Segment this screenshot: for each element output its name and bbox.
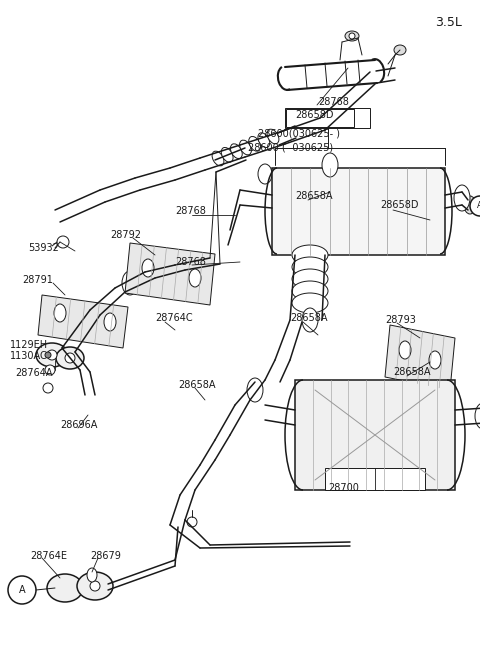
Polygon shape [125,243,215,305]
Ellipse shape [292,245,328,265]
Ellipse shape [292,293,328,313]
Bar [325,468,425,490]
Circle shape [8,576,36,604]
Text: 28658A: 28658A [393,367,431,377]
Text: 28792: 28792 [110,230,141,240]
Ellipse shape [77,572,113,600]
Bar [285,108,370,128]
Text: 1129EH: 1129EH [10,340,48,350]
Ellipse shape [345,31,359,41]
Ellipse shape [292,281,328,301]
Ellipse shape [399,341,411,359]
Text: 28696A: 28696A [60,420,97,430]
Text: 28658A: 28658A [295,191,333,201]
Text: A: A [477,202,480,210]
Text: 28679: 28679 [90,551,121,561]
Ellipse shape [292,257,328,277]
Ellipse shape [221,147,233,162]
Polygon shape [38,295,128,348]
Circle shape [187,517,197,527]
Ellipse shape [249,136,261,151]
Circle shape [90,581,100,591]
Circle shape [45,352,51,358]
Ellipse shape [267,129,279,144]
Ellipse shape [302,308,318,332]
Bar [295,380,455,490]
Bar [286,109,354,127]
Ellipse shape [240,140,252,155]
Ellipse shape [258,133,270,147]
Ellipse shape [258,164,272,184]
Text: 3.5L: 3.5L [435,16,462,29]
Text: 28764C: 28764C [155,313,192,323]
Ellipse shape [87,568,97,582]
Ellipse shape [464,196,476,214]
Circle shape [45,365,55,375]
Text: 28600(030625- ): 28600(030625- ) [258,128,340,138]
Circle shape [470,196,480,216]
Text: 28658A: 28658A [178,380,216,390]
Text: 1130AC: 1130AC [10,351,48,361]
Text: 28764E: 28764E [30,551,67,561]
Text: 28791: 28791 [22,275,53,285]
Polygon shape [385,325,455,390]
Text: 28768: 28768 [318,97,349,107]
Ellipse shape [429,351,441,369]
Text: 28764A: 28764A [15,368,52,378]
Ellipse shape [292,269,328,289]
Circle shape [47,350,57,360]
Ellipse shape [189,269,201,287]
Circle shape [349,33,355,39]
Text: 28768: 28768 [175,257,206,267]
Text: 28658A: 28658A [290,313,327,323]
Circle shape [65,353,75,363]
Ellipse shape [475,403,480,429]
Text: 28768: 28768 [175,206,206,216]
Text: 28658D: 28658D [295,110,334,120]
Text: A: A [19,585,25,595]
Ellipse shape [104,313,116,331]
Text: 28658D: 28658D [380,200,419,210]
Text: 53932: 53932 [28,243,59,253]
Bar [272,168,445,255]
Text: 28600 ( -030625): 28600 ( -030625) [248,143,333,153]
Ellipse shape [394,45,406,55]
Text: 28700: 28700 [328,483,359,493]
Ellipse shape [212,151,224,166]
Ellipse shape [454,185,470,211]
Circle shape [57,236,69,248]
Ellipse shape [230,144,242,159]
Ellipse shape [54,304,66,322]
Ellipse shape [322,153,338,177]
Ellipse shape [36,343,68,367]
Ellipse shape [247,378,263,402]
Text: 28793: 28793 [385,315,416,325]
Ellipse shape [142,259,154,277]
Ellipse shape [56,347,84,369]
Circle shape [43,383,53,393]
Ellipse shape [47,574,83,602]
Ellipse shape [122,271,138,295]
